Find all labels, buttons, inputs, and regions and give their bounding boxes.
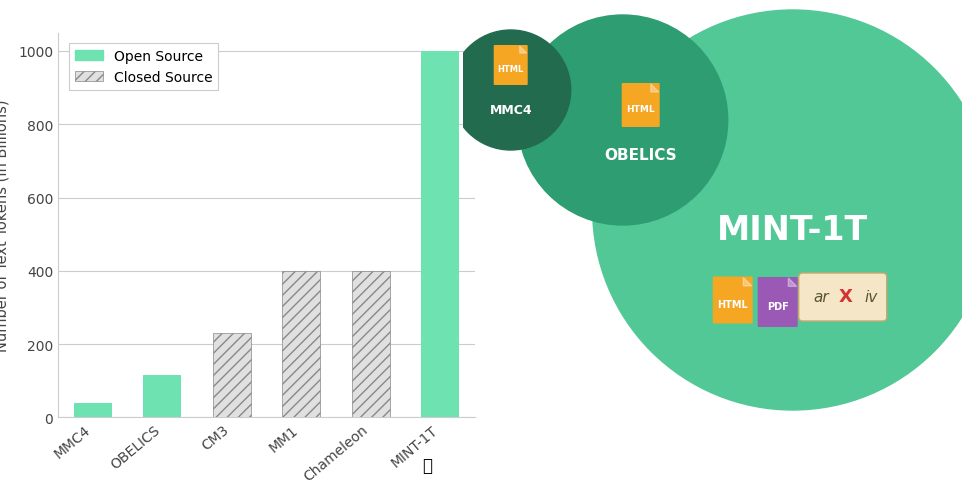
Text: HTML: HTML (717, 299, 748, 309)
Bar (282, 271, 321, 418)
FancyBboxPatch shape (622, 84, 660, 128)
FancyBboxPatch shape (494, 46, 528, 86)
Text: HTML: HTML (626, 105, 655, 114)
Text: 🌿: 🌿 (422, 456, 432, 474)
Text: PDF: PDF (766, 301, 789, 311)
Polygon shape (789, 278, 797, 287)
FancyBboxPatch shape (798, 274, 887, 321)
Polygon shape (743, 278, 752, 286)
Circle shape (517, 16, 728, 226)
Bar (352, 271, 390, 418)
Bar (143, 375, 181, 418)
Text: HTML: HTML (498, 64, 524, 73)
Text: X: X (839, 288, 853, 305)
Polygon shape (519, 47, 527, 54)
Bar (212, 334, 251, 418)
Text: ar: ar (813, 289, 828, 304)
Bar (74, 403, 112, 418)
Text: OBELICS: OBELICS (605, 148, 677, 163)
Text: MINT-1T: MINT-1T (717, 214, 868, 247)
Bar (421, 52, 459, 418)
Legend: Open Source, Closed Source: Open Source, Closed Source (69, 44, 218, 90)
Circle shape (451, 31, 571, 151)
Polygon shape (651, 85, 659, 93)
FancyBboxPatch shape (713, 277, 753, 324)
Text: MMC4: MMC4 (489, 104, 532, 117)
FancyBboxPatch shape (758, 277, 797, 327)
Text: iv: iv (864, 289, 877, 304)
Y-axis label: Number of Text Tokens (in Billions): Number of Text Tokens (in Billions) (0, 100, 10, 351)
Circle shape (593, 11, 969, 410)
